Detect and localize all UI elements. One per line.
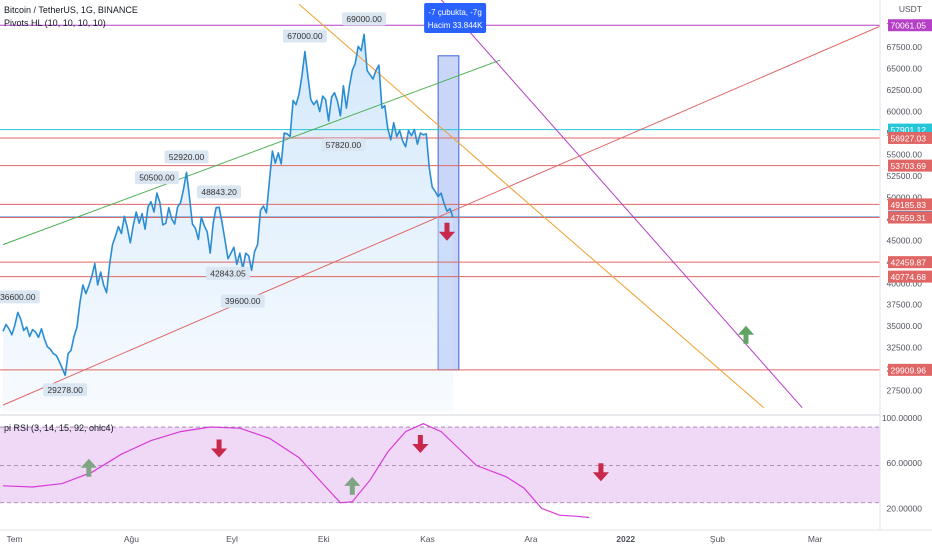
tooltip-volume-label: Hacim 33.844K [428,21,483,30]
pivot-label-box [164,150,209,164]
trend-line[interactable] [2,59,501,246]
indicator-title: Pivots HL (10, 10, 10, 10) [4,18,106,28]
rsi-line[interactable] [2,423,590,519]
tooltip-bars-label: -7 çubukta, -7g [428,8,481,17]
pivot-label: 50500.00 [139,173,175,183]
price-level-tag-label: 53703.69 [891,161,927,171]
rsi-sell-arrow-icon [412,435,429,453]
rsi-sell-arrow-icon [592,463,610,482]
price-level-tag-label: 47659.31 [891,213,927,223]
pivot-label: 69000.00 [346,14,382,24]
time-tick-label: 2022 [616,534,635,544]
pivot-label-box [321,138,366,152]
symbol-title: Bitcoin / TetherUS, 1G, BINANCE [4,5,138,15]
trend-line[interactable] [426,0,803,409]
price-level-tag [888,198,932,211]
price-tick-label: 45000.00 [887,235,923,245]
buy-arrow-icon [737,325,755,344]
pivot-label-box [197,185,242,199]
price-level-tag [888,256,932,269]
rsi-sell-arrow-icon [210,439,228,458]
pivot-label-box [0,290,40,304]
pivot-label: 42843.05 [210,268,246,278]
time-tick-label: Mar [808,534,823,544]
pivot-label-box [342,12,387,26]
time-tick-label: Tem [6,534,22,544]
pivot-label: 48843.20 [201,187,237,197]
rsi-tick-label: 100.00000 [882,413,922,423]
pivot-label-box [282,29,327,43]
pivot-label-box [134,171,179,185]
rsi-tick-label: 20.00000 [887,503,923,513]
price-line[interactable] [2,33,454,377]
trend-line[interactable] [2,21,891,406]
price-tick-label: 67500.00 [887,42,923,52]
price-tick-label: 65000.00 [887,64,923,74]
price-tick-label: 62500.00 [887,85,923,95]
pivot-label-box [220,294,265,308]
price-tick-label: 27500.00 [887,386,923,396]
pivot-label-box [43,383,88,397]
price-level-tag-label: 29909.96 [891,365,927,375]
rsi-buy-arrow-icon [80,458,97,477]
rsi-band [0,427,880,503]
price-level-tag-label: 49185.83 [891,200,927,210]
time-tick-label: Ağu [124,534,139,544]
pivot-label: 57820.00 [326,140,362,150]
rsi-title: pi RSI (3, 14, 15, 92, ohlc4) [4,423,114,433]
price-tick-label: 60000.00 [887,107,923,117]
sell-arrow-icon [438,222,456,241]
pivot-label: 52920.00 [169,152,205,162]
price-level-tag-label: 70061.05 [891,21,927,31]
currency-label: USDT [899,4,922,14]
price-tick-label: 50000.00 [887,192,923,202]
price-level-tag [888,211,932,224]
pivot-label: 67000.00 [287,31,323,41]
price-tick-label: 35000.00 [887,321,923,331]
price-level-tag [888,363,932,376]
time-tick-label: Eyl [226,534,238,544]
price-tick-label: 37500.00 [887,300,923,310]
time-tick-label: Kas [420,534,435,544]
price-level-tag-label: 57901.12 [891,125,927,135]
time-tick-label: Şub [710,534,725,544]
price-level-tag [888,131,932,144]
time-tick-label: Eki [318,534,330,544]
pivot-label: 39600.00 [225,296,261,306]
price-tick-label: 52500.00 [887,171,923,181]
price-level-tag-label: 56927.03 [891,133,927,143]
price-tick-label: 40000.00 [887,278,923,288]
price-level-tag [888,19,932,32]
price-level-tag-label: 40774.68 [891,272,927,282]
rsi-buy-arrow-icon [344,476,361,495]
price-tick-label: 55000.00 [887,150,923,160]
measure-tooltip [424,3,487,33]
time-tick-label: Ara [524,534,538,544]
price-area [3,34,453,412]
price-level-tag-label: 42459.87 [891,258,927,268]
price-tick-label: 32500.00 [887,343,923,353]
price-level-tag [888,270,932,283]
pivot-label-box [205,266,250,280]
pivot-label: 29278.00 [47,385,83,395]
rsi-tick-label: 60.00000 [887,458,923,468]
pivot-label: 36600.00 [0,292,36,302]
price-level-tag [888,159,932,172]
